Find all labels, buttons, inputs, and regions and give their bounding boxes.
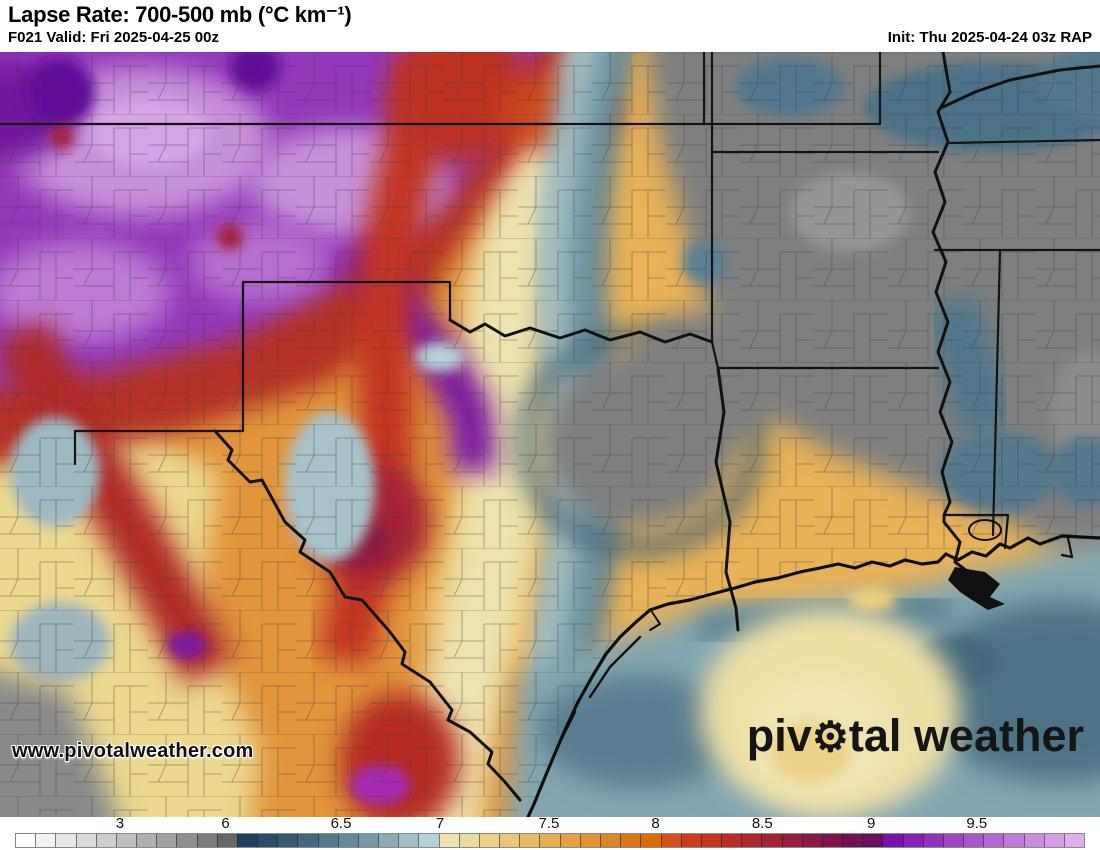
colorbar-cell bbox=[821, 834, 843, 847]
mississippi-river bbox=[931, 52, 992, 589]
colorbar-cell bbox=[478, 834, 500, 847]
state-borders bbox=[0, 52, 1100, 550]
colorbar-cell bbox=[156, 834, 177, 847]
colorbar-cell bbox=[882, 834, 903, 847]
colorbar-cell bbox=[418, 834, 439, 847]
colorbar-tick-label: 6.5 bbox=[330, 815, 352, 832]
red-river bbox=[448, 318, 714, 344]
colorbar-cell bbox=[196, 834, 217, 847]
colorbar-tick-label: 6 bbox=[221, 815, 230, 832]
colorbar-cell bbox=[640, 834, 661, 847]
colorbar-cell bbox=[761, 834, 782, 847]
colorbar-tick-label: 8 bbox=[651, 815, 660, 832]
colorbar-tick-label: 9 bbox=[867, 815, 876, 832]
colorbar-cell bbox=[357, 834, 379, 847]
colorbar-cell bbox=[317, 834, 338, 847]
colorbar-cell bbox=[942, 834, 964, 847]
colorbar-cell bbox=[902, 834, 923, 847]
colorbar-cell bbox=[721, 834, 742, 847]
colorbar-cell bbox=[983, 834, 1004, 847]
page-title: Lapse Rate: 700-500 mb (°C km⁻¹) bbox=[8, 2, 352, 27]
ohio-river bbox=[941, 64, 1100, 109]
colorbar-cell bbox=[1063, 834, 1085, 847]
website-watermark: www.pivotalweather.com bbox=[12, 740, 254, 762]
coastline bbox=[526, 519, 1100, 817]
colorbar-cell bbox=[741, 834, 762, 847]
colorbar-tick-label: 3 bbox=[115, 815, 125, 832]
colorbar bbox=[15, 833, 1085, 848]
colorbar-cell bbox=[579, 834, 600, 847]
colorbar-cell bbox=[136, 834, 157, 847]
colorbar-cell bbox=[519, 834, 540, 847]
colorbar-cell bbox=[781, 834, 802, 847]
colorbar-cell bbox=[297, 834, 318, 847]
colorbar-cell bbox=[55, 834, 76, 847]
colorbar-cell bbox=[499, 834, 520, 847]
colorbar-cell bbox=[438, 834, 459, 847]
colorbar-cell bbox=[963, 834, 984, 847]
weather-map bbox=[0, 52, 1100, 817]
colorbar-tick-label: 8.5 bbox=[751, 815, 773, 832]
colorbar-cell bbox=[680, 834, 701, 847]
colorbar-cell bbox=[862, 834, 883, 847]
colorbar-cell bbox=[277, 834, 298, 847]
colorbar-cell bbox=[115, 834, 137, 847]
colorbar-cell bbox=[398, 834, 419, 847]
colorbar-ticks: 3 6 6.5 7 7.5 8 8.5 9 9.5 bbox=[0, 815, 1100, 832]
colorbar-cell bbox=[1043, 834, 1064, 847]
colorbar-cell bbox=[378, 834, 399, 847]
colorbar-cell bbox=[216, 834, 237, 847]
colorbar-cell bbox=[922, 834, 943, 847]
colorbar-cell bbox=[236, 834, 258, 847]
mississippi-delta bbox=[948, 567, 1005, 610]
colorbar-cell bbox=[700, 834, 722, 847]
colorbar-cell bbox=[75, 834, 96, 847]
colorbar-cell bbox=[16, 834, 36, 847]
lapse-rate-map-svg bbox=[0, 52, 1100, 817]
header: Lapse Rate: 700-500 mb (°C km⁻¹) F021 Va… bbox=[0, 0, 1100, 52]
colorbar-cell bbox=[539, 834, 560, 847]
logo-text-post: tal weather bbox=[848, 710, 1084, 761]
rio-grande-river bbox=[213, 429, 522, 802]
colorbar-cell bbox=[1003, 834, 1024, 847]
colorbar-cell bbox=[176, 834, 197, 847]
colorbar-cell bbox=[599, 834, 621, 847]
colorbar-cell bbox=[337, 834, 358, 847]
colorbar-cell bbox=[458, 834, 479, 847]
colorbar-cell bbox=[620, 834, 641, 847]
logo-text-pre: piv bbox=[746, 710, 812, 761]
colorbar-tick-label: 9.5 bbox=[966, 815, 988, 832]
color-scale: 3 6 6.5 7 7.5 8 8.5 9 9.5 bbox=[0, 815, 1100, 850]
valid-time-label: F021 Valid: Fri 2025-04-25 00z bbox=[8, 29, 219, 46]
colorbar-cell bbox=[35, 834, 56, 847]
init-time-label: Init: Thu 2025-04-24 03z RAP bbox=[887, 29, 1092, 46]
colorbar-tick-label: 7 bbox=[435, 815, 445, 832]
sabine-river bbox=[714, 366, 740, 632]
colorbar-cell bbox=[660, 834, 681, 847]
colorbar-cell bbox=[559, 834, 580, 847]
river-lines bbox=[213, 52, 1100, 802]
gear-icon: ⚙ bbox=[811, 714, 849, 760]
colorbar-tick-label: 7.5 bbox=[538, 815, 560, 832]
pivotal-weather-logo: piv⚙tal weather bbox=[747, 713, 1084, 758]
colorbar-cell bbox=[801, 834, 822, 847]
colorbar-cell bbox=[1023, 834, 1044, 847]
colorbar-cell bbox=[257, 834, 278, 847]
colorbar-cell bbox=[95, 834, 116, 847]
colorbar-cell bbox=[842, 834, 863, 847]
